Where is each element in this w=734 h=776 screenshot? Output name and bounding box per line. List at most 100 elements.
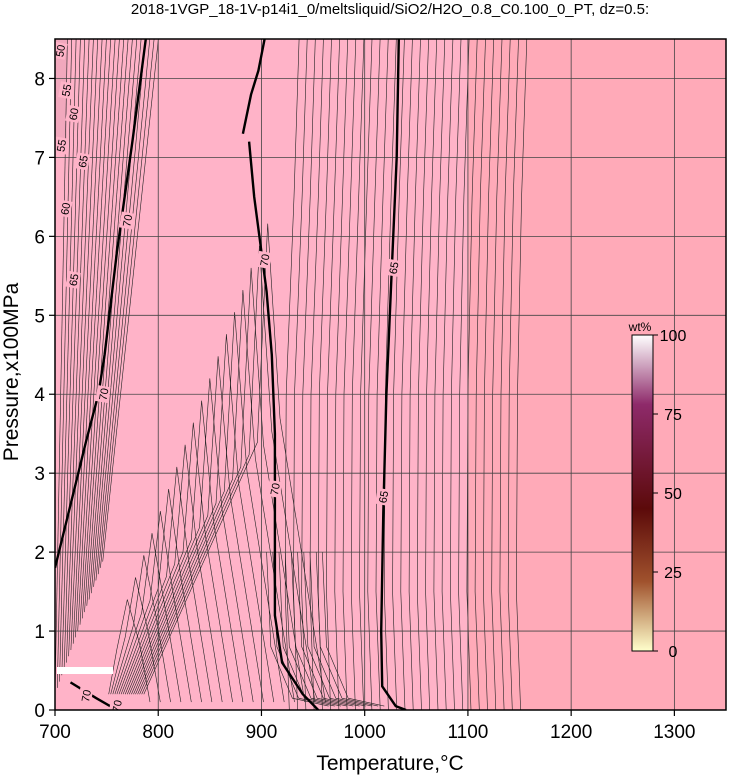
contour-label: 60	[65, 104, 82, 123]
thin-contour-line	[139, 267, 306, 703]
contour-label: 70	[108, 697, 125, 713]
contour-label: 70	[256, 250, 273, 269]
y-axis: 0 1 2 3 4 5 6 7 8	[34, 69, 55, 722]
contour-label: 65	[385, 258, 402, 277]
plot-frame	[54, 38, 727, 711]
x-tick-label: 1300	[653, 722, 695, 743]
contour-label-text: 60	[59, 202, 73, 216]
contour-label-text: 70	[111, 699, 125, 713]
x-tick-label: 800	[142, 722, 174, 743]
thin-contour-line	[131, 356, 264, 703]
thin-contour-line	[133, 334, 275, 703]
thin-contour-line	[141, 245, 316, 703]
colorbar: wt% 0 25 50 75 100	[628, 320, 687, 661]
thin-contour-line	[57, 39, 72, 688]
colorbar-tick-label: 25	[664, 565, 682, 582]
y-axis-title: Pressure,x100MPa	[0, 282, 23, 461]
y-tick-label: 6	[34, 227, 45, 248]
thin-contour-line	[61, 39, 81, 676]
y-tick-label: 5	[34, 306, 45, 327]
thin-contour-line	[137, 289, 295, 703]
x-tick-label: 1100	[447, 722, 488, 743]
thin-contour-line	[84, 39, 125, 613]
thin-contour-line	[303, 552, 366, 707]
thin-contour-line	[278, 552, 341, 707]
thin-contour-line	[77, 39, 111, 632]
x-axis: 700 800 900 1000 1100 1200 1300	[39, 710, 696, 743]
chart-title: 2018-1VGP_18-1V-p14i1_0/meltsliquid/SiO2…	[131, 1, 649, 18]
thin-contour-line	[291, 552, 354, 707]
contour-label-text: 70	[121, 214, 135, 228]
thin-contour-line	[110, 577, 161, 703]
thin-contour-line	[95, 39, 146, 581]
x-tick-label: 1000	[344, 722, 386, 743]
thin-contour-line	[120, 466, 213, 703]
y-tick-label: 8	[34, 69, 45, 90]
thin-contour-line	[297, 552, 360, 707]
thin-contour-line	[309, 552, 372, 707]
contour-label-text: 65	[377, 490, 391, 504]
y-tick-label: 3	[34, 464, 45, 485]
contour-label-text: 70	[80, 689, 94, 703]
thin-contour-line	[88, 39, 133, 600]
thin-contour-line	[284, 552, 348, 707]
y-tick-label: 1	[34, 622, 45, 643]
x-axis-title: Temperature,°C	[316, 752, 463, 775]
bold-contour-70	[55, 39, 147, 569]
thin-contour-line	[82, 39, 120, 619]
thin-contour-line	[315, 552, 379, 707]
y-tick-label: 4	[34, 385, 45, 406]
x-tick-label: 700	[39, 722, 71, 743]
contour-label-text: 65	[68, 273, 82, 287]
thin-contour-line	[63, 39, 85, 670]
contour-label-text: 55	[55, 139, 69, 153]
thin-contour-line	[70, 39, 98, 651]
colorbar-tick-label: 50	[664, 486, 682, 503]
thin-contour-line	[59, 39, 77, 682]
bold-contour-65	[380, 39, 407, 710]
colorbar-unit: wt%	[628, 320, 652, 334]
contour-label: 55	[58, 81, 74, 100]
thin-contour-line	[79, 39, 116, 625]
thin-contour-line	[66, 39, 90, 663]
thin-contour-line	[127, 400, 244, 703]
contour-label-text: 70	[259, 253, 273, 267]
colorbar-tick-label: 100	[660, 328, 687, 345]
contour-label-text: 70	[269, 482, 283, 496]
high-temperature-region	[467, 39, 726, 710]
y-tick-label: 2	[34, 543, 45, 564]
bold-contour-70	[247, 141, 320, 710]
y-tick-label: 0	[34, 701, 45, 722]
bold-contours: 70 70 70 70 65 65 70 70 50 55 60 55 65 60 65	[54, 39, 407, 713]
contour-label: 65	[74, 152, 91, 171]
thin-contour-line	[143, 223, 326, 703]
grid-lines	[55, 39, 726, 710]
x-tick-label: 900	[246, 722, 278, 743]
contour-label: 70	[266, 479, 283, 498]
colorbar-ticks: 0 25 50 75 100	[653, 328, 686, 661]
contour-label-text: 50	[54, 44, 68, 58]
thin-contour-line	[75, 39, 107, 638]
contour-label: 65	[65, 270, 82, 289]
thin-contour-line	[72, 39, 103, 644]
bold-contour-70	[241, 39, 266, 134]
contour-label: 65	[375, 487, 391, 506]
colorbar-tick-label: 0	[669, 644, 678, 661]
contour-label: 60	[57, 199, 73, 218]
thin-contour-line	[124, 422, 233, 703]
contour-label: 70	[95, 385, 111, 404]
thin-contour-line	[102, 39, 159, 562]
thin-contour-line	[97, 39, 151, 575]
thin-contour-line	[91, 39, 138, 594]
thin-contour-line	[122, 444, 223, 703]
plot-area: 70 70 70 70 65 65 70 70 50 55 60 55 65 60 65	[54, 39, 726, 713]
colorbar-gradient	[631, 334, 654, 652]
contour-label: 70	[119, 211, 135, 230]
thin-contour-line	[100, 39, 155, 568]
thin-contour-line	[129, 378, 254, 703]
contour-label-text: 65	[388, 261, 402, 275]
thin-contour-line	[118, 488, 202, 703]
contour-label: 50	[54, 41, 68, 60]
contour-label-text: 65	[77, 154, 91, 168]
